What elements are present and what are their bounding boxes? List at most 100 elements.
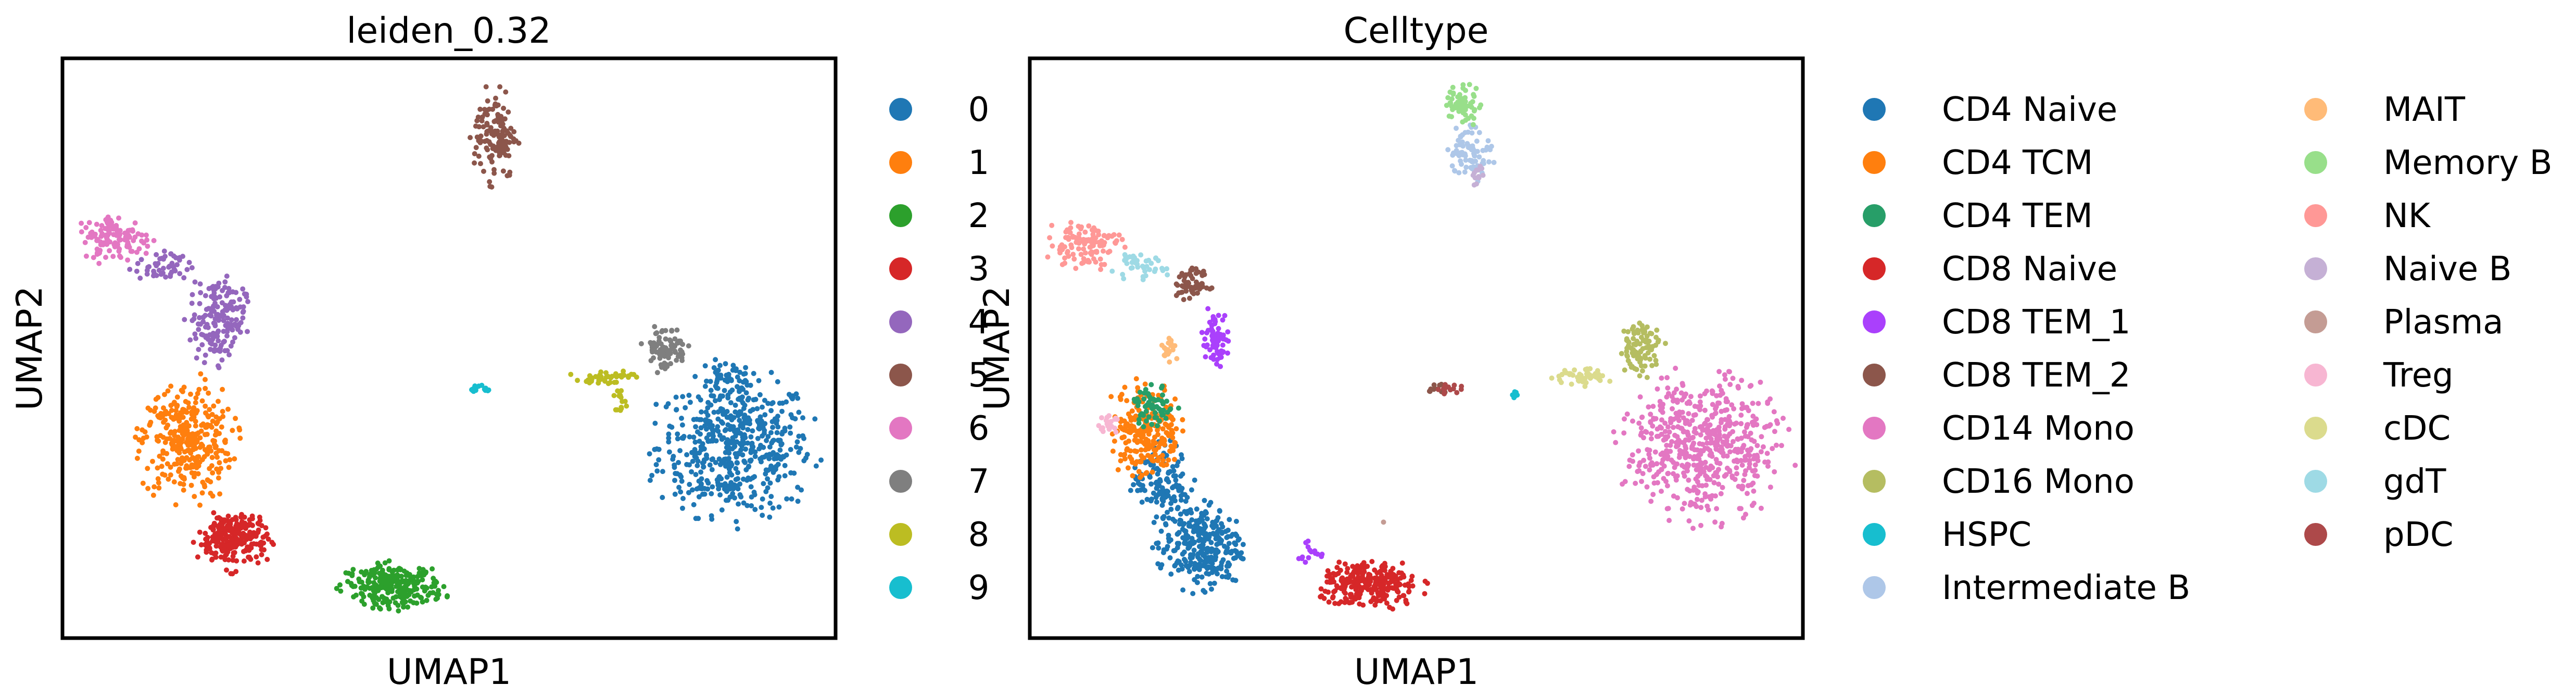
data-point: [88, 230, 94, 236]
data-point: [1600, 373, 1606, 379]
data-point: [1122, 384, 1128, 390]
data-point: [399, 574, 404, 579]
data-point: [503, 89, 509, 95]
data-point: [1199, 330, 1205, 335]
data-point: [1643, 337, 1648, 343]
data-point: [1689, 418, 1695, 423]
data-point: [159, 256, 165, 261]
data-point: [168, 403, 174, 408]
data-point: [1203, 354, 1208, 359]
data-point: [1156, 393, 1161, 398]
data-point: [181, 475, 187, 480]
data-point: [1666, 449, 1672, 454]
data-point: [206, 336, 211, 342]
data-point: [79, 220, 84, 226]
data-point: [151, 408, 157, 414]
legend-item: Memory B: [2304, 144, 2553, 182]
data-point: [500, 121, 506, 127]
data-point: [148, 407, 153, 413]
data-point: [1141, 424, 1146, 430]
data-point: [728, 377, 734, 382]
data-point: [1308, 549, 1314, 555]
data-point: [709, 467, 715, 472]
data-point: [1445, 95, 1451, 101]
data-point: [589, 377, 595, 382]
data-point: [1648, 463, 1653, 468]
data-point: [711, 365, 717, 370]
data-point: [1694, 504, 1699, 509]
data-point: [204, 550, 209, 555]
data-point: [210, 305, 216, 310]
data-point: [1169, 496, 1175, 502]
data-point: [154, 272, 159, 278]
data-point: [1113, 429, 1119, 435]
legend-label: 7: [968, 463, 990, 501]
data-point: [1739, 406, 1745, 412]
data-point: [1062, 260, 1068, 266]
legend-marker: [1863, 151, 1886, 174]
data-point: [1221, 543, 1227, 549]
data-point: [227, 457, 233, 463]
data-point: [1139, 472, 1145, 478]
data-point: [1651, 474, 1657, 480]
data-point: [1659, 489, 1664, 494]
data-point: [1738, 421, 1744, 427]
data-point: [1199, 537, 1204, 543]
data-point: [667, 351, 673, 356]
data-point: [1139, 500, 1145, 505]
data-point: [1109, 268, 1115, 274]
legend-marker: [889, 576, 912, 599]
data-point: [1644, 375, 1650, 380]
legend-marker: [1863, 257, 1886, 280]
data-point: [605, 373, 611, 379]
data-point: [1299, 556, 1305, 562]
data-point: [1704, 503, 1710, 509]
data-point: [749, 494, 754, 500]
data-point: [1723, 472, 1729, 478]
data-point: [1161, 514, 1167, 519]
data-point: [83, 253, 89, 259]
data-point: [237, 296, 243, 302]
data-point: [144, 271, 150, 277]
data-point: [1178, 512, 1183, 517]
data-point: [1704, 388, 1709, 394]
data-point: [507, 169, 513, 175]
data-point: [715, 376, 721, 382]
data-point: [696, 494, 702, 500]
cluster-intermediate-b: [1445, 122, 1497, 184]
data-point: [1331, 589, 1336, 595]
data-point: [378, 583, 384, 589]
data-point: [1189, 265, 1195, 271]
data-point: [200, 443, 205, 448]
data-point: [686, 343, 691, 348]
data-point: [1462, 151, 1468, 157]
data-point: [1714, 435, 1720, 441]
data-point: [1703, 465, 1709, 470]
data-point: [421, 572, 427, 578]
data-point: [1637, 460, 1643, 466]
data-point: [104, 219, 110, 225]
data-point: [1124, 398, 1130, 404]
data-point: [1467, 82, 1472, 88]
data-point: [411, 580, 416, 586]
data-point: [1119, 435, 1125, 441]
data-point: [792, 416, 798, 421]
data-point: [1638, 363, 1644, 369]
data-point: [631, 372, 637, 377]
data-point: [618, 394, 624, 400]
data-point: [376, 596, 382, 602]
data-point: [1435, 387, 1441, 392]
legend-marker: [2304, 257, 2327, 280]
data-point: [168, 464, 173, 470]
data-point: [1109, 423, 1115, 429]
data-point: [1154, 514, 1159, 520]
data-point: [1204, 516, 1210, 521]
data-point: [724, 475, 730, 480]
data-point: [698, 444, 704, 450]
data-point: [1458, 102, 1463, 107]
data-point: [1198, 558, 1204, 564]
data-point: [1405, 581, 1411, 587]
data-point: [1659, 417, 1664, 423]
data-point: [752, 474, 757, 480]
data-point: [1082, 229, 1088, 235]
